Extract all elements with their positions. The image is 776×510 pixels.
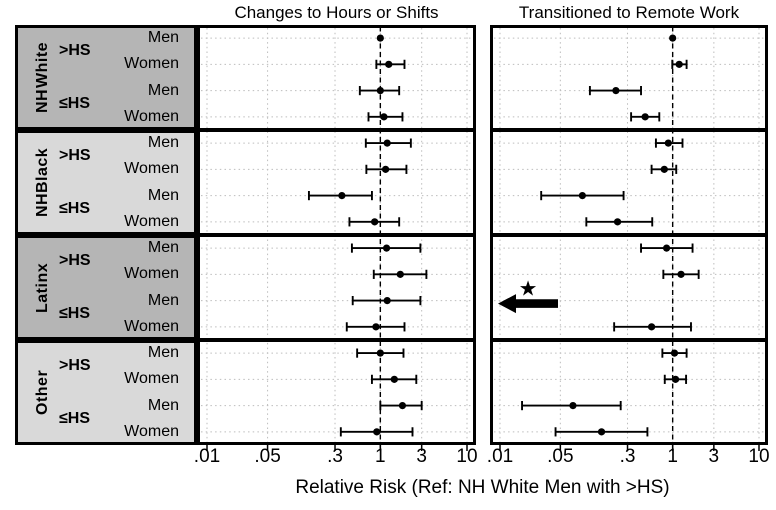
axis-tick-label: 3 bbox=[416, 446, 427, 467]
sex-label: Women bbox=[124, 212, 179, 230]
point-marker bbox=[662, 244, 671, 252]
point-marker bbox=[675, 60, 683, 68]
sex-label: Men bbox=[147, 134, 179, 152]
point-marker bbox=[338, 192, 346, 200]
point-marker bbox=[664, 139, 672, 147]
education-label: >HS bbox=[59, 42, 91, 59]
point-marker bbox=[660, 165, 668, 173]
sex-label: Men bbox=[147, 81, 179, 99]
axis-tick-label: .05 bbox=[254, 446, 281, 467]
tick-label-row: .01 .05 .3 1 3 10 bbox=[193, 446, 478, 470]
point-marker bbox=[380, 113, 388, 121]
axis-tick-label: 1 bbox=[375, 446, 386, 467]
point-marker bbox=[390, 375, 398, 383]
race-label-nh-white: NH White bbox=[34, 42, 52, 113]
forest-panel-transitioned-to-remote-work: ★ bbox=[490, 25, 768, 451]
point-marker bbox=[613, 218, 622, 226]
point-marker bbox=[641, 113, 649, 121]
race-label-nh-black: NH Black bbox=[34, 147, 52, 218]
offscale-left-arrow-icon bbox=[498, 294, 558, 314]
point-marker bbox=[382, 244, 391, 252]
axis-tick-label: 10 bbox=[748, 446, 770, 467]
panel-title-remote-work: Transitioned to Remote Work bbox=[518, 3, 740, 22]
axis-tick-label: .05 bbox=[547, 446, 574, 467]
sex-label: Women bbox=[124, 317, 179, 335]
axis-tick-label: .3 bbox=[327, 446, 343, 467]
tick-label-row: .01 .05 .3 1 3 10 bbox=[486, 446, 770, 470]
panel-title-hours-shifts: Changes to Hours or Shifts bbox=[234, 3, 439, 22]
point-marker bbox=[383, 297, 391, 305]
education-label: ≤HS bbox=[59, 95, 91, 112]
point-marker bbox=[578, 192, 586, 200]
axis-tick-label: .3 bbox=[619, 446, 636, 467]
point-marker bbox=[647, 323, 656, 331]
point-marker-reference bbox=[669, 34, 677, 42]
sex-label: Women bbox=[124, 422, 179, 440]
sex-label: Women bbox=[124, 55, 179, 73]
sex-label: Men bbox=[147, 186, 179, 204]
axis-tick-label: .01 bbox=[193, 446, 221, 467]
sex-label: Women bbox=[124, 107, 179, 125]
education-label: >HS bbox=[59, 252, 91, 269]
education-label: >HS bbox=[59, 357, 91, 374]
point-marker bbox=[385, 60, 393, 68]
point-marker bbox=[373, 428, 381, 436]
education-label: ≤HS bbox=[59, 410, 91, 427]
sidebar-group-other bbox=[15, 340, 197, 445]
sex-label: Women bbox=[124, 160, 179, 178]
race-label-latinx: Latinx bbox=[34, 262, 52, 313]
sex-label: Women bbox=[124, 265, 179, 283]
axis-tick-label: 3 bbox=[708, 446, 720, 467]
axis-tick-label: .01 bbox=[486, 446, 514, 467]
point-marker bbox=[372, 323, 380, 331]
sex-label: Men bbox=[147, 239, 179, 257]
sidebar-group-nh-white bbox=[15, 25, 197, 130]
row-label-sidebar: NH White >HS ≤HS Men Women Men Women NH Black >HS ≤… bbox=[15, 25, 197, 445]
axis-tick-label: 10 bbox=[456, 446, 478, 467]
point-marker bbox=[677, 270, 685, 278]
point-marker bbox=[612, 87, 620, 95]
axis-tick-label: 1 bbox=[667, 446, 678, 467]
education-label: >HS bbox=[59, 147, 91, 164]
point-marker bbox=[376, 87, 384, 95]
point-marker bbox=[398, 402, 407, 410]
point-marker bbox=[670, 349, 679, 357]
education-label: ≤HS bbox=[59, 200, 91, 217]
education-label: ≤HS bbox=[59, 305, 91, 322]
point-marker bbox=[371, 218, 379, 226]
sex-label: Men bbox=[147, 29, 179, 47]
sidebar-group-nh-black bbox=[15, 130, 197, 235]
x-axis-label: Relative Risk (Ref: NH White Men with >H… bbox=[295, 477, 670, 498]
point-marker bbox=[396, 270, 404, 278]
race-label-other: Other bbox=[34, 369, 52, 416]
sex-label: Men bbox=[147, 291, 179, 309]
point-marker bbox=[569, 402, 577, 410]
sidebar-group-latinx bbox=[15, 235, 197, 340]
sex-label: Men bbox=[147, 396, 179, 414]
point-marker bbox=[376, 349, 384, 357]
point-marker bbox=[671, 375, 680, 383]
point-marker-reference bbox=[376, 34, 384, 42]
point-marker bbox=[381, 165, 390, 173]
star-icon: ★ bbox=[519, 277, 538, 301]
point-marker bbox=[383, 139, 391, 147]
point-marker bbox=[597, 428, 606, 436]
sex-label: Men bbox=[147, 344, 179, 362]
sex-label: Women bbox=[124, 370, 179, 388]
forest-panel-changes-to-hours-or-shifts bbox=[197, 25, 476, 451]
